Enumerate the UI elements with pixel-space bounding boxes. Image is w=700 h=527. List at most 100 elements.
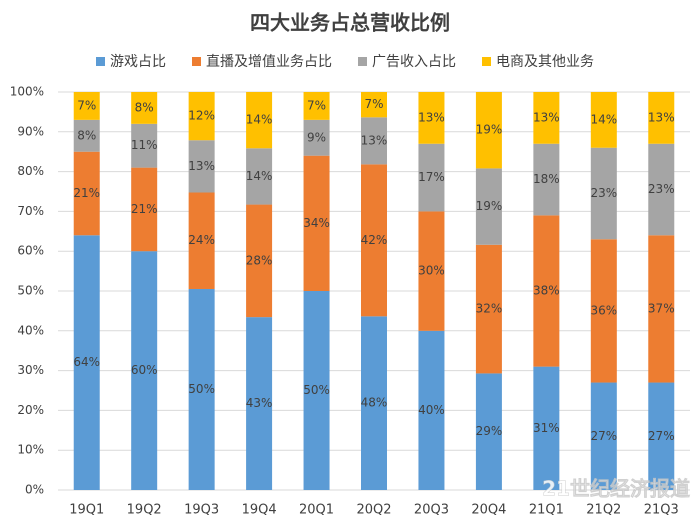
y-tick-label: 10% <box>17 443 44 457</box>
data-label: 34% <box>303 216 330 230</box>
bar-segment <box>73 119 100 152</box>
data-label: 43% <box>246 396 273 410</box>
bar-segment <box>361 164 387 317</box>
bar-segment <box>73 151 100 236</box>
data-label: 21% <box>131 202 158 216</box>
bar-segment <box>475 244 502 374</box>
bar-segment <box>590 382 617 490</box>
legend-label: 直播及增值业务占比 <box>206 53 332 70</box>
data-label: 38% <box>533 284 560 298</box>
data-label: 21% <box>73 186 100 200</box>
bar-segment <box>475 373 502 490</box>
legend-label: 广告收入占比 <box>372 54 456 70</box>
data-label: 50% <box>303 383 330 397</box>
data-label: 60% <box>131 363 158 377</box>
data-label: 23% <box>590 186 617 200</box>
y-tick-label: 30% <box>17 363 44 377</box>
data-label: 8% <box>135 100 154 114</box>
data-label: 17% <box>418 170 445 184</box>
y-tick-label: 0% <box>25 483 44 497</box>
bar-segment <box>418 211 445 331</box>
data-label: 7% <box>364 97 383 111</box>
x-tick-label: 19Q2 <box>127 503 162 518</box>
bar-segment <box>648 235 675 383</box>
data-label: 13% <box>188 159 215 173</box>
bar-segment <box>475 168 502 245</box>
bar-segment <box>590 92 617 148</box>
legend-swatch <box>96 57 105 66</box>
data-label: 37% <box>648 301 675 315</box>
legend-label: 电商及其他业务 <box>496 54 594 70</box>
bar-segment <box>533 92 560 144</box>
bar-segment <box>533 366 560 490</box>
x-tick-label: 19Q3 <box>184 503 219 518</box>
legend-swatch <box>358 57 367 66</box>
bar-segment <box>590 147 617 240</box>
bar-segment <box>246 317 273 490</box>
y-tick-label: 60% <box>17 244 44 258</box>
bar-segment <box>303 119 330 156</box>
bar-segment <box>188 92 215 141</box>
data-label: 13% <box>418 110 445 124</box>
bar-segment <box>533 215 560 367</box>
bar-segment <box>131 251 158 490</box>
watermark: 21世纪经济报道 <box>542 477 690 501</box>
x-tick-label: 19Q1 <box>69 503 104 518</box>
chart-title: 四大业务占总营收比例 <box>250 11 450 35</box>
data-label: 64% <box>73 355 100 369</box>
data-label: 11% <box>131 138 158 152</box>
bar-segment <box>590 239 617 383</box>
data-label: 36% <box>590 303 617 317</box>
bar-segment <box>648 143 675 236</box>
bar-segment <box>246 148 273 205</box>
bar-segment <box>246 204 273 318</box>
bar-segment <box>361 316 387 490</box>
legend-label: 游戏占比 <box>110 54 166 70</box>
x-tick-label: 19Q4 <box>242 503 277 518</box>
data-label: 31% <box>533 421 560 435</box>
data-label: 42% <box>361 233 388 247</box>
bar-segment <box>131 92 158 124</box>
data-label: 50% <box>188 382 215 396</box>
x-tick-label: 20Q1 <box>299 503 334 518</box>
y-tick-label: 40% <box>17 323 44 337</box>
x-tick-label: 21Q3 <box>644 503 679 518</box>
data-label: 19% <box>476 123 503 137</box>
bar-segment <box>533 143 560 216</box>
bar-segment <box>73 235 100 490</box>
bar-segment <box>475 92 502 169</box>
data-label: 9% <box>307 130 326 144</box>
data-label: 28% <box>246 253 273 267</box>
data-label: 19% <box>476 199 503 213</box>
data-label: 13% <box>648 110 675 124</box>
data-label: 13% <box>533 110 560 124</box>
data-label: 13% <box>361 133 388 147</box>
bar-segment <box>418 143 445 212</box>
data-label: 24% <box>188 233 215 247</box>
data-label: 7% <box>77 98 96 112</box>
data-label: 48% <box>361 396 388 410</box>
x-tick-label: 20Q2 <box>356 503 391 518</box>
x-tick-label: 20Q4 <box>471 503 506 518</box>
data-label: 18% <box>533 172 560 186</box>
data-label: 7% <box>307 98 326 112</box>
bar-segment <box>188 140 215 193</box>
data-label: 27% <box>648 429 675 443</box>
data-label: 27% <box>590 429 617 443</box>
data-label: 8% <box>77 128 96 142</box>
x-tick-label: 20Q3 <box>414 503 449 518</box>
bar-segment <box>73 92 100 120</box>
legend-swatch <box>192 57 201 66</box>
bar-segment <box>361 92 387 118</box>
data-label: 32% <box>476 302 503 316</box>
data-label: 40% <box>418 403 445 417</box>
data-label: 12% <box>188 109 215 123</box>
data-label: 23% <box>648 182 675 196</box>
y-tick-label: 50% <box>17 284 44 298</box>
bar-segment <box>131 167 158 252</box>
data-label: 14% <box>590 112 617 126</box>
bar-segment <box>361 117 387 165</box>
legend-swatch <box>482 57 491 66</box>
